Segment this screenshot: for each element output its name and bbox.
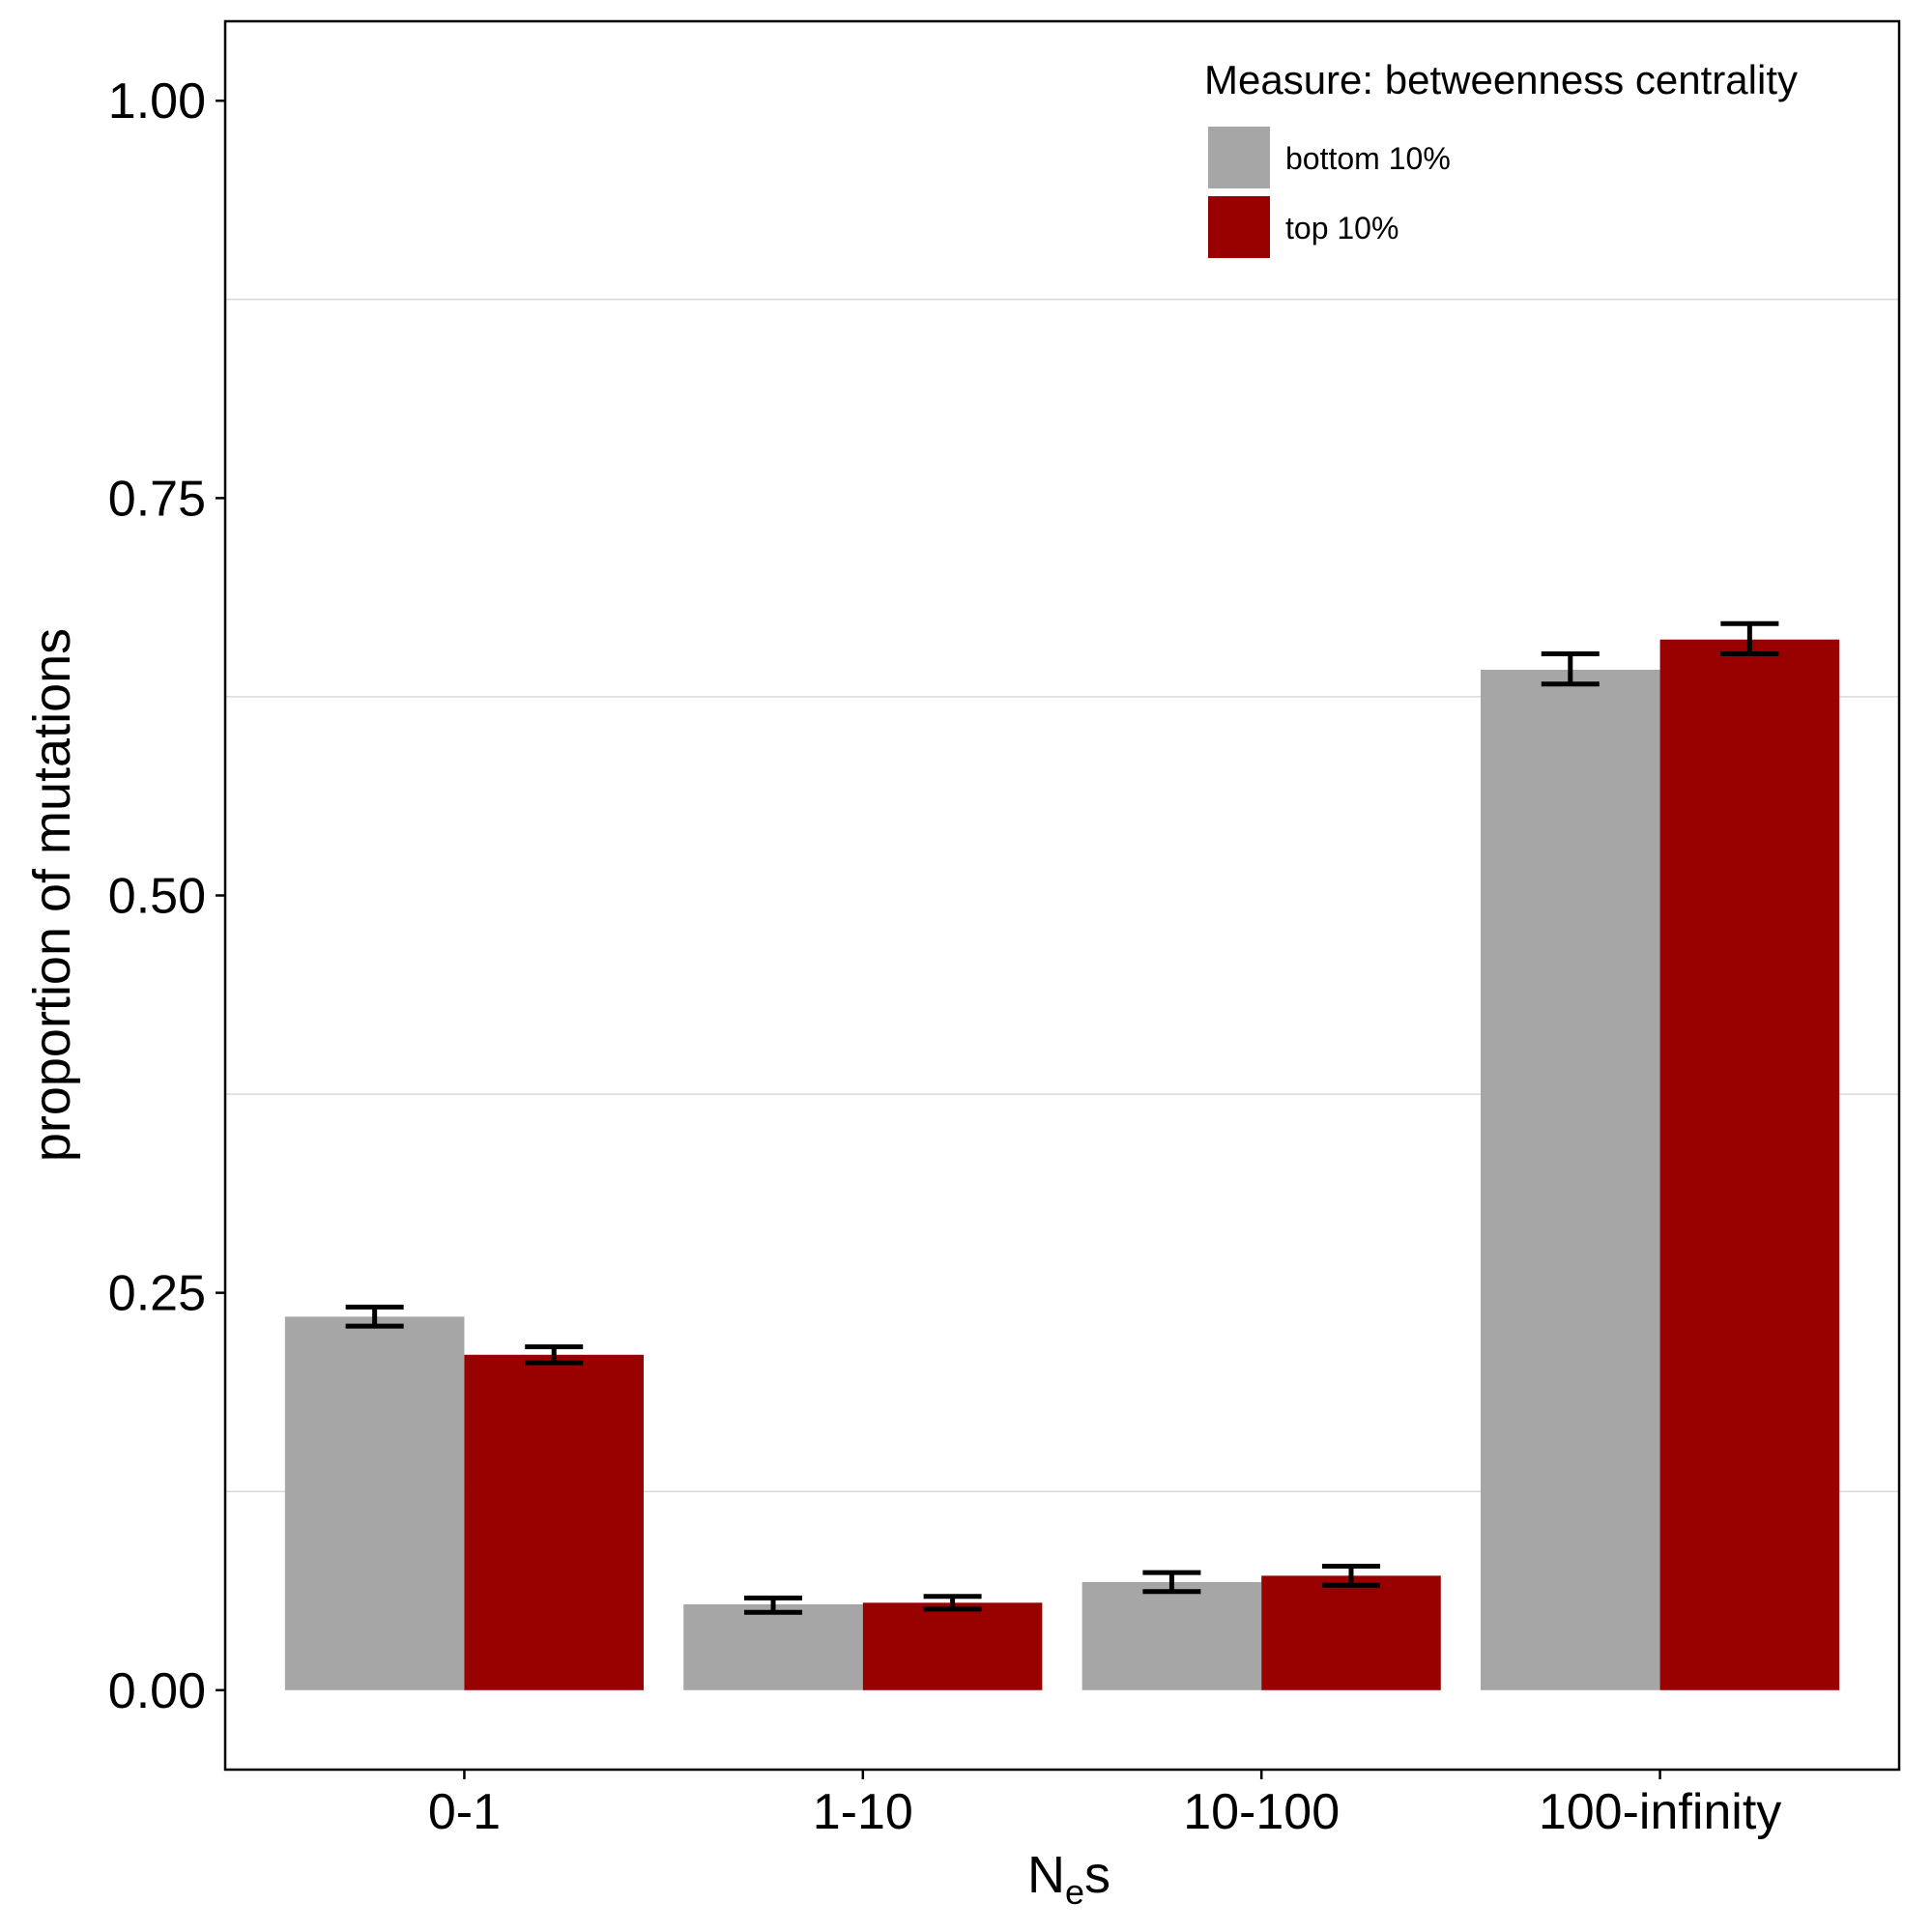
error-bars xyxy=(345,620,1779,1615)
legend-label: bottom 10% xyxy=(1285,141,1451,176)
bar xyxy=(1481,669,1660,1690)
y-tick-label: 0.75 xyxy=(108,471,206,527)
legend: Measure: betweenness centrality bottom 1… xyxy=(1204,57,1798,260)
bar xyxy=(1261,1575,1441,1690)
y-tick-label: 0.25 xyxy=(108,1266,206,1322)
x-axis-title: Nes xyxy=(1027,1846,1110,1912)
y-tick-label: 1.00 xyxy=(108,73,206,130)
legend-items: bottom 10% top 10% xyxy=(1206,125,1451,260)
bars xyxy=(284,639,1840,1690)
x-axis: 0-1 1-10 10-100 100-infinity xyxy=(428,1770,1781,1840)
y-axis-title: proportion of mutations xyxy=(23,628,81,1162)
legend-swatch xyxy=(1206,194,1272,260)
x-tick-label: 10-100 xyxy=(1183,1784,1340,1840)
y-axis: 0.00 0.25 0.50 0.75 1.00 xyxy=(108,73,225,1719)
x-tick-label: 0-1 xyxy=(428,1784,501,1840)
bar xyxy=(862,1602,1043,1690)
y-tick-label: 0.00 xyxy=(108,1663,206,1719)
legend-swatch xyxy=(1206,125,1272,190)
x-axis-title-main: N xyxy=(1027,1846,1065,1904)
legend-title: Measure: betweenness centrality xyxy=(1204,57,1798,102)
x-tick-label: 1-10 xyxy=(813,1784,913,1840)
bar xyxy=(284,1316,465,1690)
legend-label: top 10% xyxy=(1285,211,1399,245)
x-axis-title-subscript: e xyxy=(1065,1872,1084,1912)
x-axis-title-rest: s xyxy=(1084,1846,1110,1904)
bar xyxy=(1081,1581,1262,1690)
bar xyxy=(464,1354,644,1690)
x-tick-label: 100-infinity xyxy=(1539,1784,1781,1840)
bar xyxy=(1659,639,1840,1690)
bar xyxy=(683,1603,863,1690)
y-tick-label: 0.50 xyxy=(108,869,206,925)
